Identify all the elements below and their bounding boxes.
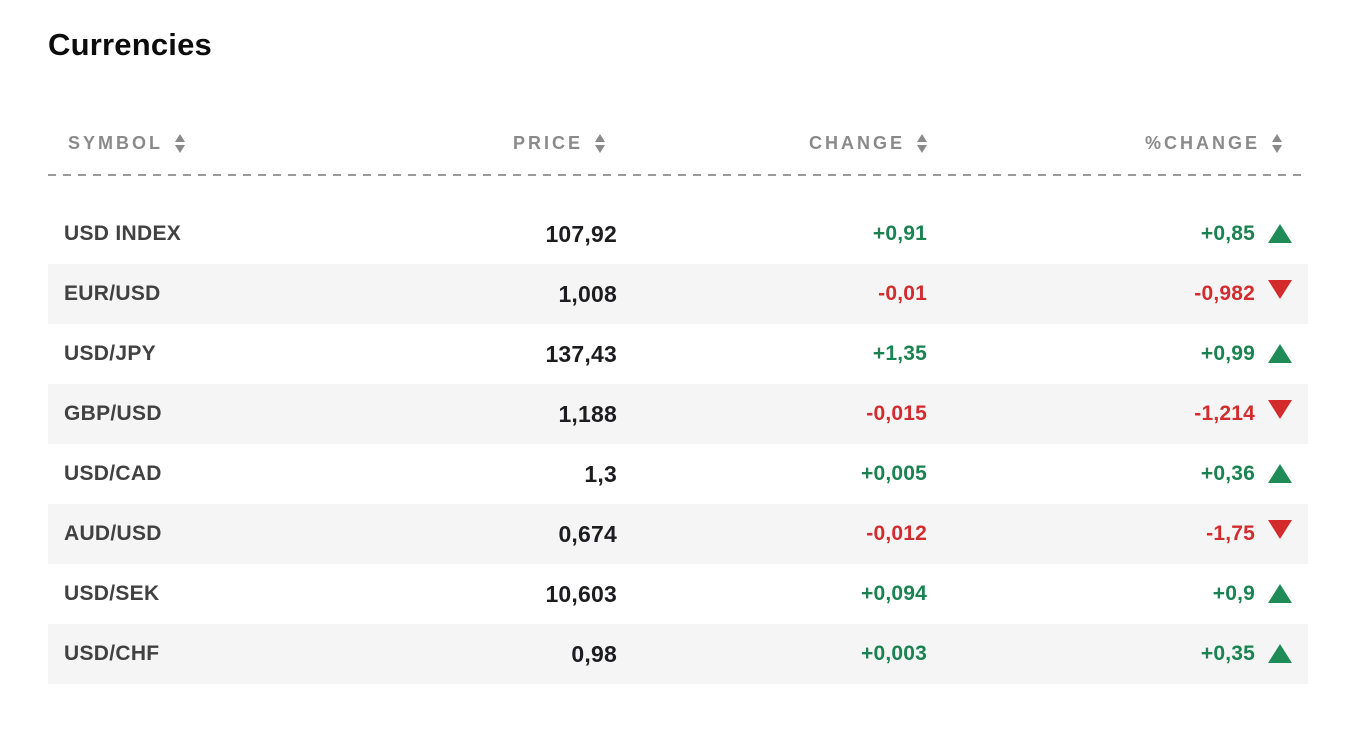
- sort-arrows-icon[interactable]: [595, 133, 605, 153]
- table-row[interactable]: AUD/USD 0,674 -0,012 -1,75: [48, 504, 1308, 564]
- column-header-price-label: PRICE: [512, 132, 583, 153]
- change-cell: -0,01: [878, 282, 927, 305]
- pct-change-value: +0,9: [1212, 582, 1255, 605]
- pct-change-value: +0,99: [1200, 342, 1255, 365]
- column-header-change[interactable]: CHANGE: [617, 133, 927, 154]
- price-cell: 137,43: [545, 340, 617, 367]
- table-header-row: SYMBOL PRICE CHANGE %CHANGE: [48, 112, 1308, 174]
- symbol-cell: USD/CAD: [64, 462, 162, 485]
- pct-change-value: -0,982: [1194, 282, 1255, 305]
- symbol-cell: AUD/USD: [64, 522, 162, 545]
- pct-change-value: -1,214: [1194, 402, 1255, 425]
- symbol-cell: USD/JPY: [64, 342, 156, 365]
- pct-change-cell: +0,35: [927, 642, 1308, 666]
- price-cell: 1,008: [558, 280, 617, 307]
- triangle-up-icon: [1268, 223, 1292, 243]
- pct-change-value: +0,36: [1200, 462, 1255, 485]
- sort-arrows-icon[interactable]: [175, 133, 186, 153]
- pct-change-value: +0,85: [1200, 222, 1255, 245]
- price-cell: 1,3: [584, 460, 617, 487]
- symbol-cell: USD/CHF: [64, 642, 160, 665]
- triangle-up-icon: [1268, 463, 1292, 483]
- change-cell: +0,91: [872, 222, 927, 245]
- symbol-cell: USD/SEK: [64, 582, 160, 605]
- column-header-price[interactable]: PRICE: [388, 133, 617, 154]
- pct-change-cell: -0,982: [927, 279, 1308, 306]
- table-row[interactable]: USD/SEK 10,603 +0,094 +0,9: [48, 564, 1308, 624]
- change-cell: +0,005: [860, 462, 927, 485]
- price-cell: 107,92: [545, 220, 617, 247]
- table-row[interactable]: EUR/USD 1,008 -0,01 -0,982: [48, 264, 1308, 324]
- triangle-down-icon: [1268, 279, 1292, 299]
- currency-table-body: USD INDEX 107,92 +0,91 +0,85 EUR/USD 1,0…: [48, 204, 1308, 684]
- table-row[interactable]: GBP/USD 1,188 -0,015 -1,214: [48, 384, 1308, 444]
- currencies-widget: Currencies SYMBOL PRICE CHANGE %CHANGE U…: [48, 27, 1308, 684]
- table-row[interactable]: USD/CHF 0,98 +0,003 +0,35: [48, 624, 1308, 684]
- change-cell: +0,003: [860, 642, 927, 665]
- table-row[interactable]: USD INDEX 107,92 +0,91 +0,85: [48, 204, 1308, 264]
- sort-arrows-icon[interactable]: [917, 133, 927, 153]
- price-cell: 0,674: [558, 520, 617, 547]
- triangle-up-icon: [1268, 583, 1292, 603]
- column-header-symbol[interactable]: SYMBOL: [48, 133, 388, 154]
- table-row[interactable]: USD/JPY 137,43 +1,35 +0,99: [48, 324, 1308, 384]
- change-cell: -0,015: [866, 402, 927, 425]
- page-title: Currencies: [48, 27, 212, 62]
- sort-arrows-icon[interactable]: [1272, 133, 1282, 153]
- pct-change-value: -1,75: [1206, 522, 1255, 545]
- column-header-pct-change-label: %CHANGE: [1144, 132, 1260, 153]
- pct-change-cell: +0,9: [927, 582, 1308, 606]
- pct-change-value: +0,35: [1200, 642, 1255, 665]
- change-cell: +1,35: [872, 342, 927, 365]
- pct-change-cell: +0,99: [927, 342, 1308, 366]
- column-header-symbol-label: SYMBOL: [68, 132, 164, 153]
- column-header-change-label: CHANGE: [808, 132, 905, 153]
- pct-change-cell: -1,75: [927, 519, 1308, 546]
- triangle-down-icon: [1268, 519, 1292, 539]
- triangle-up-icon: [1268, 343, 1292, 363]
- pct-change-cell: -1,214: [927, 399, 1308, 426]
- column-header-pct-change[interactable]: %CHANGE: [927, 133, 1308, 154]
- price-cell: 0,98: [571, 640, 617, 667]
- symbol-cell: EUR/USD: [64, 282, 161, 305]
- triangle-up-icon: [1268, 643, 1292, 663]
- header-divider: [48, 174, 1308, 176]
- change-cell: -0,012: [866, 522, 927, 545]
- price-cell: 1,188: [558, 400, 617, 427]
- change-cell: +0,094: [860, 582, 927, 605]
- price-cell: 10,603: [545, 580, 617, 607]
- triangle-down-icon: [1268, 399, 1292, 419]
- symbol-cell: USD INDEX: [64, 222, 182, 245]
- symbol-cell: GBP/USD: [64, 402, 162, 425]
- table-row[interactable]: USD/CAD 1,3 +0,005 +0,36: [48, 444, 1308, 504]
- pct-change-cell: +0,36: [927, 462, 1308, 486]
- pct-change-cell: +0,85: [927, 222, 1308, 246]
